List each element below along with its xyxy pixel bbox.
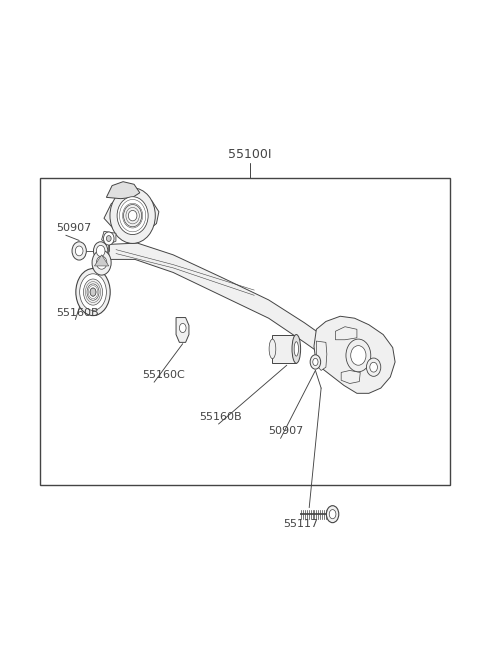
- Ellipse shape: [292, 335, 300, 363]
- Polygon shape: [314, 316, 395, 394]
- Ellipse shape: [366, 358, 381, 377]
- Ellipse shape: [351, 346, 366, 365]
- Ellipse shape: [128, 211, 137, 221]
- Ellipse shape: [123, 205, 142, 227]
- Ellipse shape: [117, 197, 148, 235]
- Ellipse shape: [87, 284, 99, 300]
- Polygon shape: [336, 327, 357, 340]
- Ellipse shape: [370, 362, 377, 372]
- Polygon shape: [273, 335, 296, 363]
- Ellipse shape: [75, 246, 83, 256]
- Polygon shape: [341, 371, 360, 384]
- Bar: [39, 178, 450, 485]
- Text: 55100I: 55100I: [228, 148, 271, 161]
- Ellipse shape: [80, 274, 107, 310]
- Text: 50907: 50907: [269, 426, 304, 436]
- Text: 55117: 55117: [283, 519, 318, 529]
- Ellipse shape: [96, 256, 107, 269]
- Ellipse shape: [96, 245, 105, 256]
- Polygon shape: [95, 255, 109, 266]
- Ellipse shape: [294, 342, 299, 356]
- Circle shape: [326, 506, 339, 523]
- Text: 55160B: 55160B: [199, 412, 242, 422]
- Polygon shape: [176, 318, 189, 342]
- Ellipse shape: [76, 268, 110, 316]
- Ellipse shape: [94, 242, 108, 260]
- Ellipse shape: [107, 236, 111, 241]
- Ellipse shape: [84, 279, 103, 305]
- Ellipse shape: [92, 251, 111, 275]
- Text: 50907: 50907: [56, 223, 92, 234]
- Ellipse shape: [269, 339, 276, 359]
- Ellipse shape: [313, 358, 318, 365]
- Polygon shape: [107, 182, 140, 199]
- Ellipse shape: [310, 355, 321, 369]
- Ellipse shape: [110, 188, 156, 243]
- Ellipse shape: [346, 339, 371, 372]
- Circle shape: [180, 323, 186, 333]
- Polygon shape: [102, 232, 116, 245]
- Ellipse shape: [90, 288, 96, 297]
- Text: 55160B: 55160B: [56, 308, 99, 318]
- Polygon shape: [104, 194, 159, 235]
- Polygon shape: [109, 243, 321, 354]
- Ellipse shape: [72, 242, 86, 260]
- Ellipse shape: [104, 232, 114, 245]
- Text: 55160C: 55160C: [142, 370, 185, 380]
- Circle shape: [329, 510, 336, 519]
- Polygon shape: [315, 341, 327, 371]
